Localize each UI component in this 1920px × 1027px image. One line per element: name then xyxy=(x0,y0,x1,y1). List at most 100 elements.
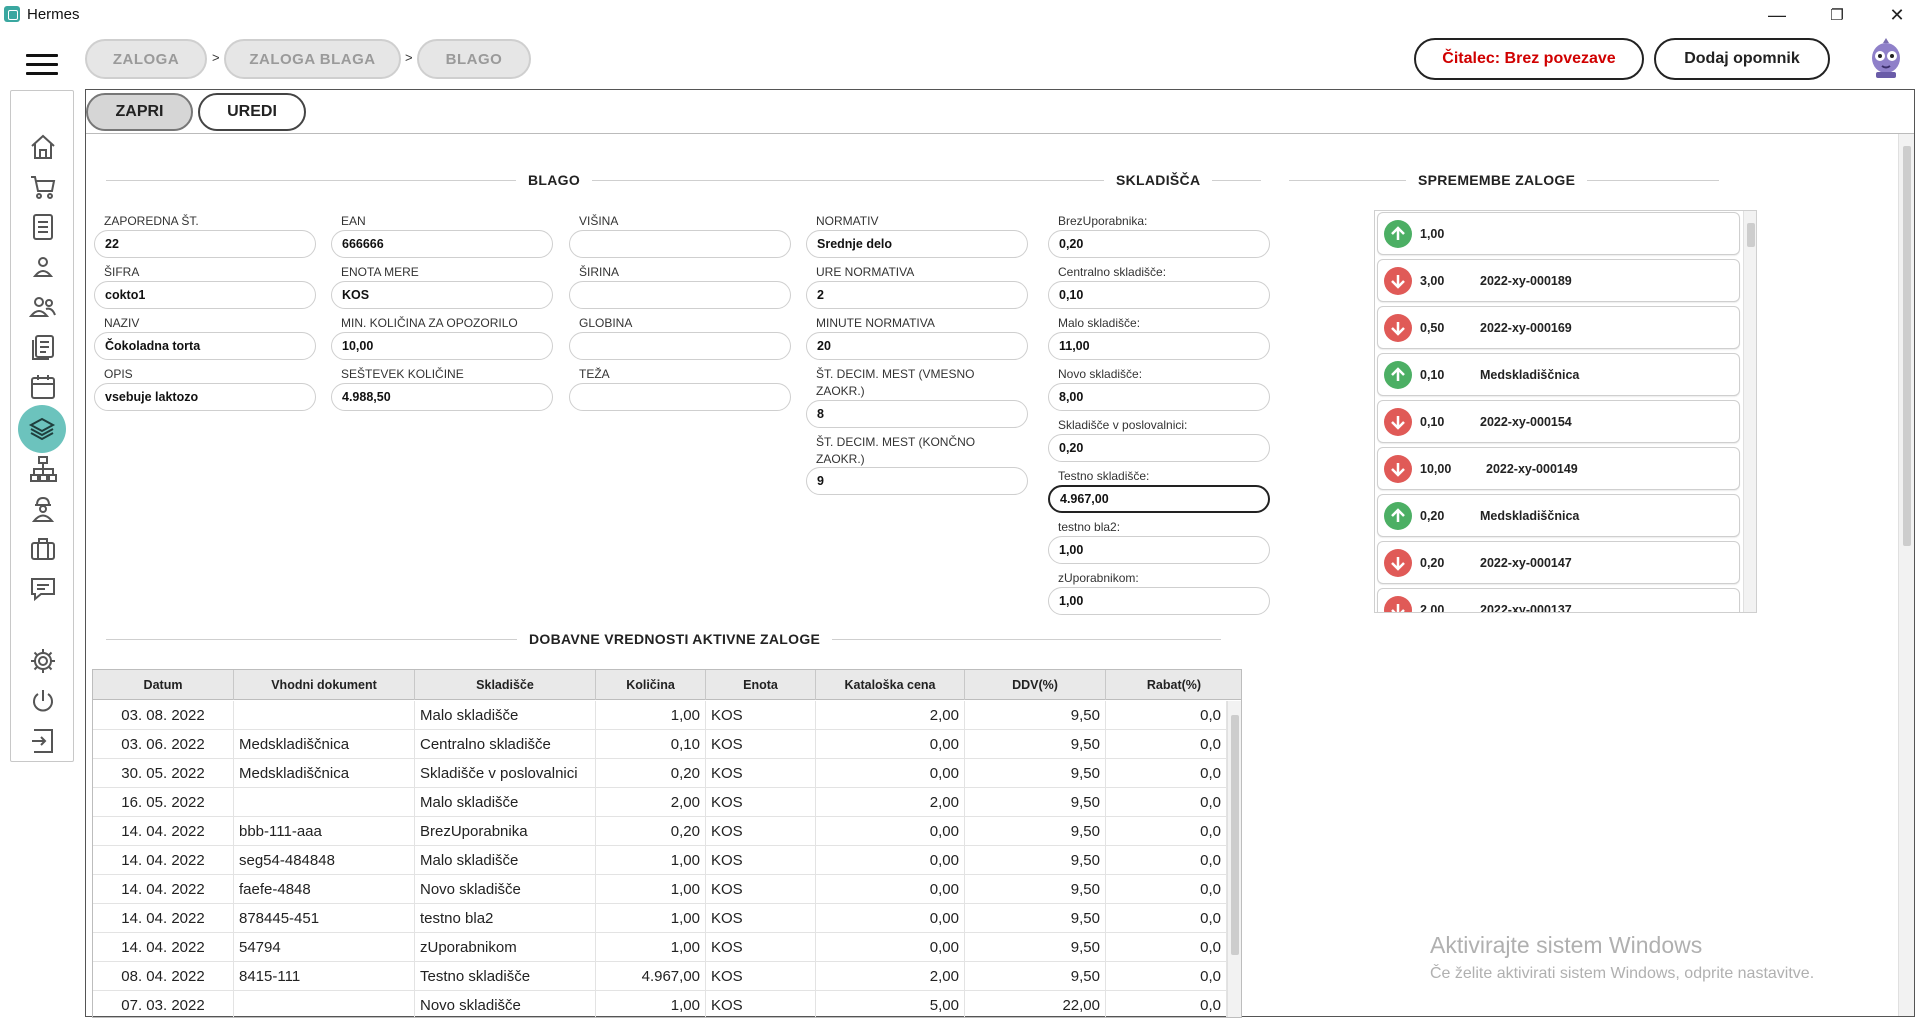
table-row[interactable]: 07. 03. 2022 Novo skladišče 1,00 KOS 5,00 22,… xyxy=(93,991,1227,1017)
stock-changes-scrollbar[interactable] xyxy=(1743,211,1756,612)
table-cell: 07. 03. 2022 xyxy=(93,991,234,1017)
table-row[interactable]: 30. 05. 2022 Medskladiščnica Skladišče v p… xyxy=(93,759,1227,788)
table-cell: Novo skladišče xyxy=(415,991,596,1017)
warehouse-qty-field[interactable]: 0,20 xyxy=(1048,230,1270,258)
table-row[interactable]: 14. 04. 2022 bbb-111-aaa BrezUporabnika 0,2… xyxy=(93,817,1227,846)
code-field[interactable]: cokto1 xyxy=(94,281,316,309)
table-scrollbar[interactable] xyxy=(1227,701,1241,1017)
cart-icon[interactable] xyxy=(23,169,63,205)
calendar-icon[interactable] xyxy=(23,369,63,405)
list-item[interactable]: 1,00 xyxy=(1377,212,1740,255)
table-row[interactable]: 14. 04. 2022 faefe-4848 Novo skladišče 1,00… xyxy=(93,875,1227,904)
list-item[interactable]: 0,20 2022-xy-000147 xyxy=(1377,541,1740,584)
chat-icon[interactable] xyxy=(23,571,63,607)
add-reminder-button[interactable]: Dodaj opomnik xyxy=(1654,38,1830,80)
logout-icon[interactable] xyxy=(23,723,63,759)
breadcrumb-blago[interactable]: BLAGO xyxy=(417,39,531,79)
hamburger-menu-icon[interactable] xyxy=(26,54,58,76)
close-window-button[interactable]: ✕ xyxy=(1889,4,1905,25)
unit-field[interactable]: KOS xyxy=(331,281,553,309)
depth-field[interactable] xyxy=(569,332,791,360)
warehouse-qty-field[interactable]: 11,00 xyxy=(1048,332,1270,360)
column-header[interactable]: Skladišče xyxy=(415,670,596,700)
table-row[interactable]: 14. 04. 2022 seg54-484848 Malo skladišče 1,… xyxy=(93,846,1227,875)
sitemap-icon[interactable] xyxy=(23,451,63,487)
edit-tab-button[interactable]: UREDI xyxy=(198,93,306,131)
gear-icon[interactable] xyxy=(23,643,63,679)
breadcrumb-zaloga-blaga[interactable]: ZALOGA BLAGA xyxy=(224,39,401,79)
home-icon[interactable] xyxy=(23,129,63,165)
breadcrumb-zaloga[interactable]: ZALOGA xyxy=(85,39,207,79)
document-icon[interactable] xyxy=(23,209,63,245)
minimize-button[interactable]: — xyxy=(1768,4,1786,25)
table-cell: 0,00 xyxy=(816,904,965,933)
maximize-button[interactable]: ❐ xyxy=(1830,7,1844,24)
width-field[interactable] xyxy=(569,281,791,309)
table-cell: 1,00 xyxy=(596,875,706,904)
list-item[interactable]: 0,10 Medskladiščnica xyxy=(1377,353,1740,396)
serial-number-field[interactable]: 22 xyxy=(94,230,316,258)
table-cell: 9,50 xyxy=(965,933,1106,962)
name-field[interactable]: Čokoladna torta xyxy=(94,332,316,360)
warehouse-qty-field[interactable]: 4.967,00 xyxy=(1048,485,1270,513)
list-item[interactable]: 0,10 2022-xy-000154 xyxy=(1377,400,1740,443)
table-row[interactable]: 08. 04. 2022 8415-111 Testno skladišče 4.96… xyxy=(93,962,1227,991)
ean-field[interactable]: 666666 xyxy=(331,230,553,258)
layers-icon[interactable] xyxy=(18,405,66,453)
min-quantity-field[interactable]: 10,00 xyxy=(331,332,553,360)
stock-changes-list[interactable]: 1,00 3,00 2022-xy-000189 0,50 2022-xy-00… xyxy=(1374,210,1757,613)
list-item[interactable]: 3,00 2022-xy-000189 xyxy=(1377,259,1740,302)
column-header[interactable]: Rabat(%) xyxy=(1106,670,1241,700)
avatar[interactable] xyxy=(1866,36,1906,80)
warehouse-qty-field[interactable]: 1,00 xyxy=(1048,536,1270,564)
power-icon[interactable] xyxy=(23,683,63,719)
table-cell: 0,0 xyxy=(1106,846,1227,875)
briefcase-icon[interactable] xyxy=(23,531,63,567)
norm-hours-field[interactable]: 2 xyxy=(806,281,1028,309)
total-quantity-field[interactable]: 4.988,50 xyxy=(331,383,553,411)
users-icon[interactable] xyxy=(23,289,63,325)
table-row[interactable]: 14. 04. 2022 54794 zUporabnikom 1,00 KOS 0,00… xyxy=(93,933,1227,962)
field-label: ŠIRINA xyxy=(579,265,620,279)
field-label: MIN. KOLIČINA ZA OPOZORILO xyxy=(341,316,518,330)
list-item[interactable]: 0,20 Medskladiščnica xyxy=(1377,494,1740,537)
column-header[interactable]: Kataloška cena xyxy=(816,670,965,700)
warehouse-qty-field[interactable]: 0,10 xyxy=(1048,281,1270,309)
column-header[interactable]: Količina xyxy=(596,670,706,700)
column-header[interactable]: DDV(%) xyxy=(965,670,1106,700)
worker-icon[interactable] xyxy=(23,491,63,527)
decimals-final-field[interactable]: 9 xyxy=(806,467,1028,495)
change-quantity: 0,50 xyxy=(1420,321,1445,335)
change-quantity: 0,10 xyxy=(1420,368,1445,382)
table-row[interactable]: 03. 08. 2022 Malo skladišče 1,00 KOS 2,00 9,5… xyxy=(93,701,1227,730)
warehouse-qty-field[interactable]: 8,00 xyxy=(1048,383,1270,411)
height-field[interactable] xyxy=(569,230,791,258)
warehouse-qty-field[interactable]: 1,00 xyxy=(1048,587,1270,615)
reader-status-button[interactable]: Čitalec: Brez povezave xyxy=(1414,38,1644,80)
decimals-intermediate-field[interactable]: 8 xyxy=(806,400,1028,428)
table-row[interactable]: 14. 04. 2022 878445-451 testno bla2 1,00 KOS… xyxy=(93,904,1227,933)
page-scrollbar[interactable] xyxy=(1898,134,1914,1016)
weight-field[interactable] xyxy=(569,383,791,411)
warehouse-label: Malo skladišče: xyxy=(1058,316,1141,330)
table-row[interactable]: 03. 06. 2022 Medskladiščnica Centralno skl… xyxy=(93,730,1227,759)
norm-field[interactable]: Srednje delo xyxy=(806,230,1028,258)
warehouse-qty-field[interactable]: 0,20 xyxy=(1048,434,1270,462)
table-cell: 9,50 xyxy=(965,817,1106,846)
field-label: URE NORMATIVA xyxy=(816,265,915,279)
close-tab-button[interactable]: ZAPRI xyxy=(86,93,193,131)
list-icon[interactable] xyxy=(23,329,63,365)
list-item[interactable]: 10,00 2022-xy-000149 xyxy=(1377,447,1740,490)
table-cell: KOS xyxy=(706,962,816,991)
table-cell: faefe-4848 xyxy=(234,875,415,904)
table-cell: 0,00 xyxy=(816,875,965,904)
table-row[interactable]: 16. 05. 2022 Malo skladišče 2,00 KOS 2,00 9,5… xyxy=(93,788,1227,817)
description-field[interactable]: vsebuje laktozo xyxy=(94,383,316,411)
column-header[interactable]: Datum xyxy=(93,670,234,700)
column-header[interactable]: Enota xyxy=(706,670,816,700)
list-item[interactable]: 0,50 2022-xy-000169 xyxy=(1377,306,1740,349)
column-header[interactable]: Vhodni dokument xyxy=(234,670,415,700)
user-icon[interactable] xyxy=(23,249,63,285)
norm-minutes-field[interactable]: 20 xyxy=(806,332,1028,360)
list-item[interactable]: 2,00 2022-xy-000137 xyxy=(1377,588,1740,612)
